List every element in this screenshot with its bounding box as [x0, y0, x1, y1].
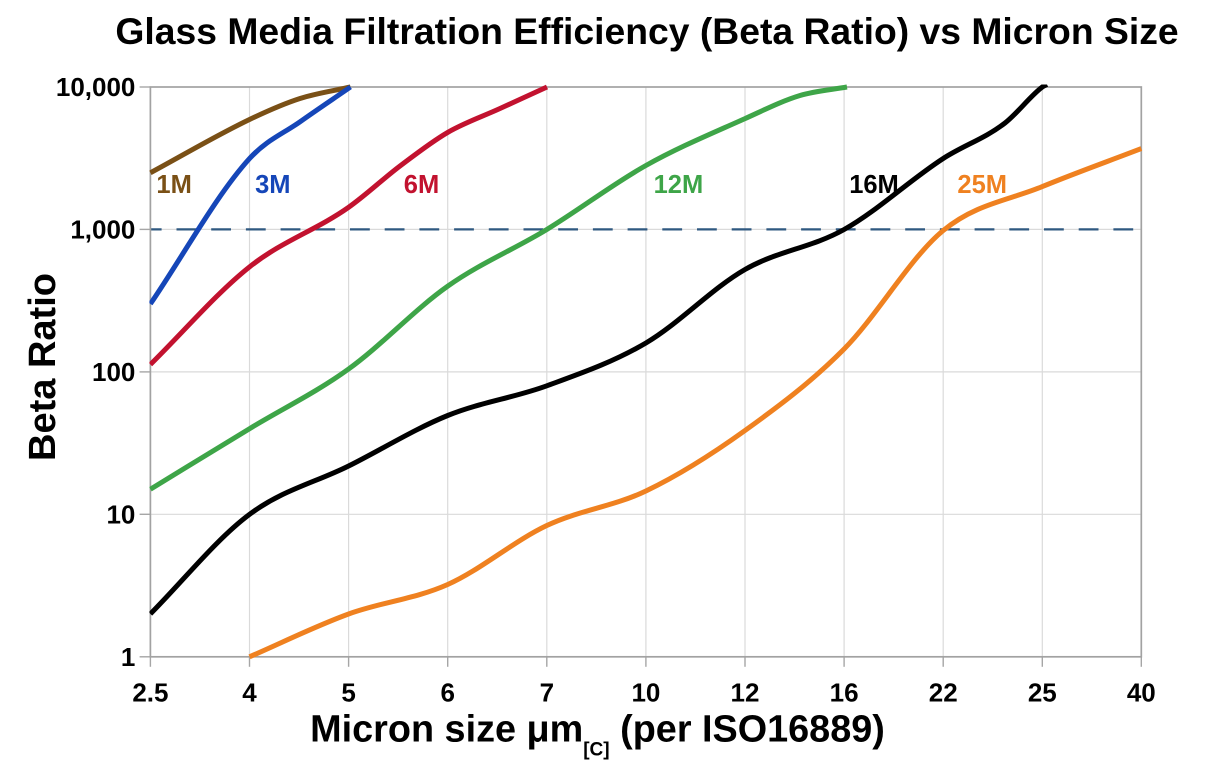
svg-text:2.5: 2.5 — [132, 678, 168, 708]
svg-text:12M: 12M — [654, 171, 704, 199]
svg-text:1,000: 1,000 — [70, 214, 135, 244]
svg-text:6M: 6M — [404, 171, 439, 199]
svg-text:100: 100 — [92, 357, 135, 387]
svg-text:40: 40 — [1127, 678, 1156, 708]
svg-text:25: 25 — [1028, 678, 1057, 708]
svg-text:7: 7 — [540, 678, 554, 708]
svg-text:22: 22 — [929, 678, 958, 708]
svg-text:5: 5 — [341, 678, 355, 708]
svg-text:Beta Ratio: Beta Ratio — [22, 273, 64, 461]
svg-text:16M: 16M — [849, 171, 899, 199]
svg-text:16: 16 — [830, 678, 859, 708]
svg-text:25M: 25M — [957, 171, 1007, 199]
svg-text:4: 4 — [242, 678, 257, 708]
svg-text:10: 10 — [631, 678, 660, 708]
svg-text:10,000: 10,000 — [56, 72, 136, 102]
svg-text:6: 6 — [440, 678, 454, 708]
svg-text:10: 10 — [106, 499, 135, 529]
svg-text:3M: 3M — [255, 171, 290, 199]
svg-text:1: 1 — [121, 642, 135, 672]
svg-text:12: 12 — [731, 678, 760, 708]
svg-text:1M: 1M — [156, 171, 191, 199]
svg-text:Glass Media Filtration Efficie: Glass Media Filtration Efficiency (Beta … — [115, 10, 1178, 52]
